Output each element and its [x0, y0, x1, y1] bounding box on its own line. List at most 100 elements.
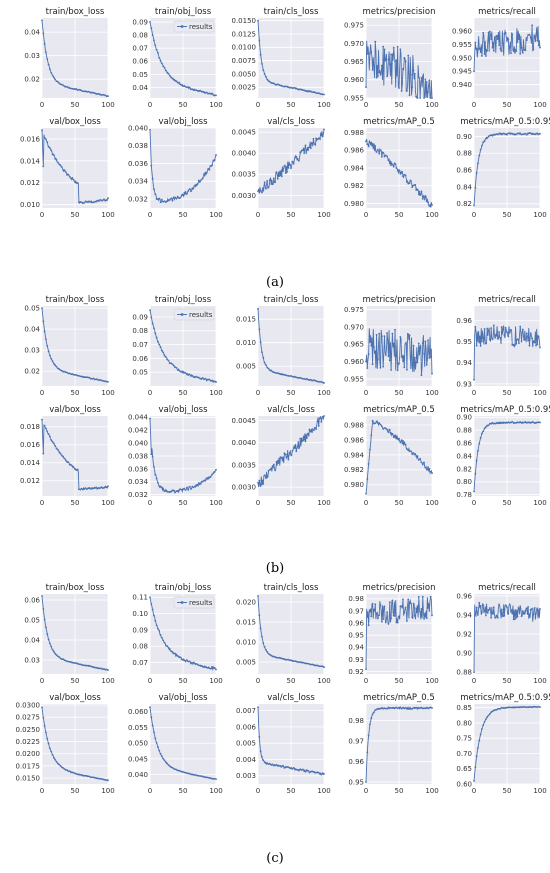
- data-point: [382, 365, 385, 368]
- x-tick-label: 50: [503, 211, 512, 219]
- subplot-val-cls-loss: 0 50 1000.00300.00350.00400.0045val/cls_lo…: [232, 405, 331, 507]
- y-tick-label: 0.86: [456, 439, 472, 447]
- data-point: [533, 607, 536, 609]
- data-point: [184, 660, 187, 663]
- data-point: [155, 624, 158, 627]
- data-point: [164, 69, 167, 72]
- data-point: [488, 713, 491, 715]
- y-tick-label: 0.08: [132, 31, 148, 39]
- data-point: [50, 750, 53, 753]
- data-point: [91, 776, 94, 779]
- y-tick-label: 0.0025: [232, 84, 257, 92]
- data-point: [515, 706, 518, 709]
- data-point: [521, 610, 524, 612]
- x-tick-label: 50: [503, 101, 512, 109]
- data-point: [482, 336, 485, 339]
- data-point: [483, 53, 486, 55]
- data-point: [93, 92, 96, 94]
- data-point: [386, 155, 389, 158]
- data-point: [183, 371, 186, 374]
- data-point: [520, 615, 523, 618]
- data-point: [417, 458, 420, 461]
- data-point: [160, 62, 163, 65]
- data-point: [375, 420, 378, 423]
- data-point: [276, 459, 279, 462]
- x-tick-label: 50: [179, 389, 188, 397]
- data-point: [507, 706, 510, 709]
- data-point: [376, 75, 379, 78]
- data-point: [365, 86, 367, 88]
- data-point: [204, 377, 207, 380]
- y-tick-label: 0.07: [132, 659, 148, 667]
- data-point: [408, 182, 411, 185]
- data-point: [398, 615, 400, 618]
- x-tick-label: 50: [503, 677, 512, 685]
- data-point: [99, 487, 101, 490]
- series-markers: [257, 128, 325, 194]
- data-point: [425, 468, 428, 471]
- data-point: [99, 667, 101, 670]
- data-point: [400, 355, 403, 358]
- data-point: [258, 614, 261, 617]
- data-point: [487, 714, 490, 717]
- data-point: [380, 155, 383, 158]
- series-markers: [149, 706, 217, 781]
- data-point: [167, 72, 170, 75]
- panel-caption: (b): [266, 561, 284, 576]
- data-point: [510, 52, 512, 54]
- data-point: [388, 359, 391, 362]
- data-point: [417, 707, 420, 710]
- data-point: [413, 453, 416, 456]
- data-point: [498, 422, 500, 425]
- data-point: [370, 434, 373, 437]
- data-point: [490, 134, 493, 137]
- y-tick-label: 0.0225: [16, 738, 41, 746]
- data-point: [41, 307, 43, 310]
- data-point: [380, 620, 383, 623]
- x-tick-label: 100: [209, 499, 222, 507]
- data-point: [380, 64, 383, 67]
- data-point: [475, 755, 478, 758]
- y-tick-label: 0.984: [344, 164, 365, 172]
- data-point: [287, 86, 290, 88]
- data-point: [303, 152, 306, 155]
- data-point: [64, 85, 67, 88]
- data-point: [180, 370, 183, 373]
- data-point: [41, 418, 43, 421]
- data-point: [503, 614, 506, 617]
- data-point: [323, 128, 325, 131]
- data-point: [54, 78, 57, 81]
- data-point: [403, 611, 406, 614]
- data-point: [536, 421, 539, 424]
- data-point: [261, 62, 263, 65]
- data-point: [521, 133, 524, 136]
- y-tick-label: 0.945: [452, 68, 472, 76]
- data-point: [496, 133, 499, 136]
- data-point: [386, 332, 389, 334]
- data-point: [292, 447, 295, 449]
- y-tick-label: 0.042: [128, 427, 148, 435]
- data-point: [412, 344, 415, 347]
- data-point: [511, 706, 514, 709]
- data-point: [55, 365, 58, 368]
- subplot-metrics-map-0-5: 0 50 1000.9800.9820.9840.9860.988metrics/m…: [344, 117, 439, 219]
- data-point: [496, 616, 499, 619]
- y-tick-label: 0.965: [344, 58, 364, 66]
- data-point: [307, 148, 310, 151]
- data-point: [535, 34, 537, 36]
- data-point: [404, 174, 407, 177]
- data-point: [160, 755, 163, 758]
- data-point: [473, 490, 475, 493]
- data-point: [369, 341, 371, 343]
- data-point: [49, 147, 51, 149]
- data-point: [474, 41, 477, 44]
- y-tick-label: 0.004: [236, 756, 257, 764]
- data-point: [183, 487, 186, 490]
- data-point: [272, 177, 275, 180]
- data-point: [193, 89, 196, 92]
- data-point: [192, 187, 195, 189]
- data-point: [195, 183, 198, 186]
- y-tick-label: 0.034: [128, 478, 149, 486]
